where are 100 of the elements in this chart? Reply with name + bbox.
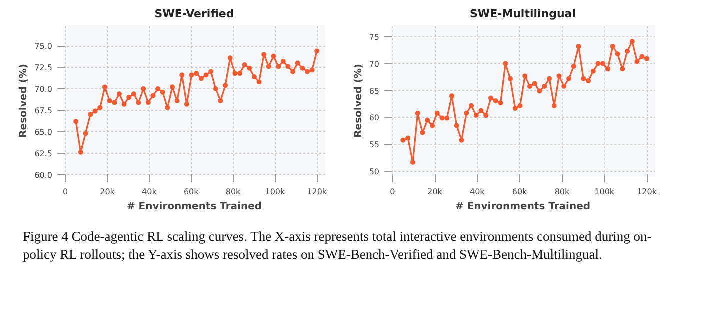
point (410, 160, 416, 165)
x-tick-label: 0 (390, 188, 396, 196)
point (484, 113, 489, 118)
point (290, 69, 296, 74)
y-tick-label: 67.5 (34, 106, 52, 116)
point (468, 103, 474, 108)
point (581, 76, 586, 82)
point (566, 76, 572, 82)
point (532, 81, 538, 86)
point (160, 90, 166, 95)
point (102, 84, 108, 90)
point (440, 116, 445, 121)
x-tick-label: 120k (307, 188, 328, 196)
point (271, 54, 276, 59)
point (542, 84, 548, 89)
point (223, 83, 228, 88)
point (247, 66, 252, 71)
point (644, 56, 650, 62)
x-tick-label: 80k (554, 188, 570, 196)
point (83, 131, 88, 136)
point (300, 66, 306, 71)
point (88, 112, 94, 118)
point (512, 106, 518, 112)
x-axis-title: # Environments Trained (126, 202, 262, 212)
point (400, 138, 406, 143)
point (630, 39, 635, 44)
point (527, 84, 532, 89)
point (184, 102, 190, 107)
point (600, 61, 606, 66)
point (92, 108, 98, 114)
point (112, 100, 118, 106)
point (610, 44, 616, 50)
chart-title: SWE-Multilingual (470, 8, 576, 20)
point (295, 60, 300, 66)
point (156, 86, 161, 92)
point (620, 66, 626, 72)
point (262, 52, 267, 58)
point (518, 103, 523, 108)
point (304, 69, 310, 74)
point (218, 98, 224, 104)
point (498, 100, 504, 106)
point (74, 119, 79, 124)
point (556, 74, 562, 79)
point (508, 76, 513, 82)
point (189, 72, 194, 78)
x-tick-label: 100k (265, 188, 286, 196)
point (606, 66, 611, 72)
y-tick-label: 55 (369, 140, 380, 150)
point (98, 105, 103, 110)
point (237, 71, 242, 76)
point (122, 102, 127, 107)
point (198, 76, 204, 82)
point (266, 64, 272, 70)
point (170, 84, 175, 90)
point (165, 105, 170, 110)
y-tick-label: 72.5 (34, 64, 52, 73)
point (420, 130, 426, 136)
point (571, 64, 576, 69)
point (146, 100, 151, 106)
y-tick-label: 62.5 (34, 149, 52, 158)
y-tick-label: 60.0 (34, 170, 52, 180)
point (256, 80, 262, 85)
point (586, 78, 592, 84)
x-tick-label: 20k (428, 188, 443, 196)
point (232, 71, 238, 76)
point (576, 44, 582, 50)
point (242, 62, 248, 68)
y-tick-label: 70.0 (34, 84, 52, 94)
point (286, 64, 291, 70)
point (310, 68, 315, 73)
point (434, 110, 440, 116)
point (488, 96, 494, 101)
point (204, 72, 209, 78)
point (478, 108, 484, 114)
x-tick-label: 80k (226, 188, 242, 196)
x-tick-label: 40k (470, 188, 486, 196)
point (126, 95, 132, 100)
y-tick-label: 50 (369, 168, 380, 177)
point (107, 98, 112, 104)
point (116, 92, 122, 97)
point (615, 52, 620, 57)
point (430, 123, 435, 128)
x-tick-label: 20k (100, 188, 116, 196)
point (503, 61, 508, 66)
point (131, 92, 136, 97)
point (180, 72, 185, 78)
point (459, 138, 464, 143)
x-tick-label: 40k (142, 188, 158, 196)
point (449, 94, 454, 99)
point (640, 54, 645, 60)
y-tick-label: 60 (369, 114, 380, 123)
point (150, 93, 156, 98)
point (252, 74, 257, 80)
point (562, 84, 567, 89)
point (596, 61, 601, 66)
x-tick-label: 100k (594, 188, 615, 196)
point (464, 110, 470, 116)
y-tick-label: 70 (369, 60, 380, 69)
point (78, 150, 84, 155)
point (208, 69, 214, 74)
